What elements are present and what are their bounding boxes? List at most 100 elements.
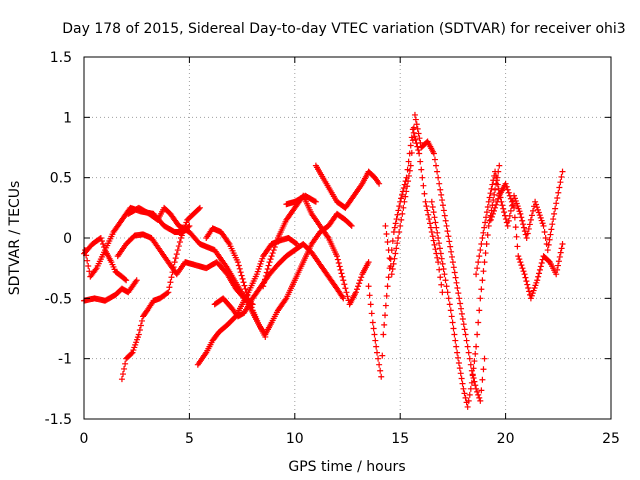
data-point-marker: [173, 251, 180, 258]
data-point-marker: [479, 277, 486, 284]
data-point-marker: [453, 343, 460, 350]
data-point-marker: [505, 217, 512, 224]
data-point-marker: [428, 198, 435, 205]
data-point-marker: [439, 289, 446, 296]
data-point-marker: [477, 295, 484, 302]
data-point-marker: [436, 266, 443, 273]
data-point-marker: [473, 343, 480, 350]
data-point-marker: [455, 359, 462, 366]
data-point-marker: [490, 197, 497, 204]
data-point-marker: [458, 310, 465, 317]
data-point-marker: [455, 290, 462, 297]
data-point-marker: [481, 355, 488, 362]
data-point-marker: [488, 213, 495, 220]
data-point-marker: [393, 245, 400, 252]
data-point-marker: [312, 198, 319, 205]
data-point-marker: [464, 343, 471, 350]
data-point-marker: [525, 225, 532, 232]
data-point-marker: [382, 222, 389, 229]
data-point-marker: [451, 331, 458, 338]
data-point-marker: [355, 283, 362, 290]
data-point-marker: [384, 239, 391, 246]
data-point-marker: [511, 204, 518, 211]
data-point-marker: [467, 385, 474, 392]
data-point-marker: [541, 228, 548, 235]
series-sat-m: [382, 111, 488, 404]
data-point-marker: [466, 391, 473, 398]
data-point-marker: [372, 337, 379, 344]
data-point-marker: [389, 238, 396, 245]
data-point-marker: [421, 190, 428, 197]
data-point-marker: [398, 216, 405, 223]
data-point-marker: [426, 216, 433, 223]
data-point-marker: [339, 293, 346, 300]
data-point-marker: [524, 281, 531, 288]
data-point-marker: [479, 235, 486, 241]
data-point-marker: [225, 239, 232, 246]
data-point-marker: [418, 166, 425, 173]
data-point-marker: [542, 235, 549, 241]
data-point-marker: [462, 331, 469, 338]
x-axis-label: GPS time / hours: [288, 459, 405, 475]
data-point-marker: [491, 191, 498, 198]
data-point-marker: [489, 181, 496, 188]
data-point-marker: [556, 184, 563, 191]
data-point-marker: [399, 191, 406, 198]
data-point-marker: [537, 214, 544, 221]
data-point-marker: [514, 243, 521, 250]
data-point-marker: [478, 387, 485, 394]
data-point-marker: [515, 253, 522, 260]
data-point-marker: [416, 135, 423, 142]
data-point-marker: [449, 319, 456, 326]
data-point-marker: [406, 167, 413, 174]
y-tick-label: -0.5: [45, 291, 72, 307]
data-point-marker: [449, 259, 456, 266]
data-point-marker: [369, 319, 376, 326]
data-point-marker: [446, 301, 453, 308]
data-point-marker: [455, 354, 462, 361]
data-point-marker: [357, 277, 364, 284]
data-point-marker: [477, 247, 484, 254]
data-point-marker: [239, 275, 246, 282]
data-point-marker: [545, 241, 552, 248]
data-point-marker: [555, 258, 562, 265]
data-point-marker: [450, 325, 457, 332]
data-point-marker: [472, 382, 479, 389]
data-point-marker: [466, 355, 473, 362]
data-point-marker: [512, 224, 519, 231]
data-point-marker: [376, 180, 383, 187]
data-point-marker: [519, 265, 526, 272]
data-point-marker: [167, 279, 174, 286]
y-tick-label: 1: [63, 110, 72, 126]
data-point-marker: [445, 233, 452, 240]
data-point-marker: [448, 253, 455, 260]
x-tick-label: 20: [497, 431, 515, 447]
y-tick-label: 1.5: [50, 50, 72, 66]
data-point-marker: [420, 182, 427, 189]
data-point-marker: [456, 295, 463, 302]
data-point-marker: [458, 305, 465, 312]
data-point-marker: [547, 231, 554, 238]
data-point-marker: [398, 195, 405, 202]
data-point-marker: [469, 372, 476, 379]
data-point-marker: [496, 162, 503, 169]
data-point-marker: [520, 224, 527, 231]
data-point-marker: [485, 222, 492, 229]
data-point-marker: [438, 191, 445, 198]
data-point-marker: [340, 295, 347, 302]
data-point-marker: [485, 198, 492, 205]
data-point-marker: [164, 290, 171, 297]
data-point-marker: [196, 204, 203, 211]
data-point-marker: [517, 259, 524, 266]
data-point-marker: [445, 295, 452, 302]
data-point-marker: [82, 247, 89, 254]
data-point-marker: [348, 222, 355, 229]
data-point-marker: [549, 221, 556, 228]
data-point-marker: [476, 394, 483, 401]
data-point-marker: [374, 349, 381, 356]
data-point-marker: [465, 349, 472, 356]
series-sat-h: [203, 210, 355, 338]
data-point-marker: [494, 181, 501, 188]
data-point-marker: [536, 212, 543, 219]
data-point-marker: [396, 203, 403, 210]
